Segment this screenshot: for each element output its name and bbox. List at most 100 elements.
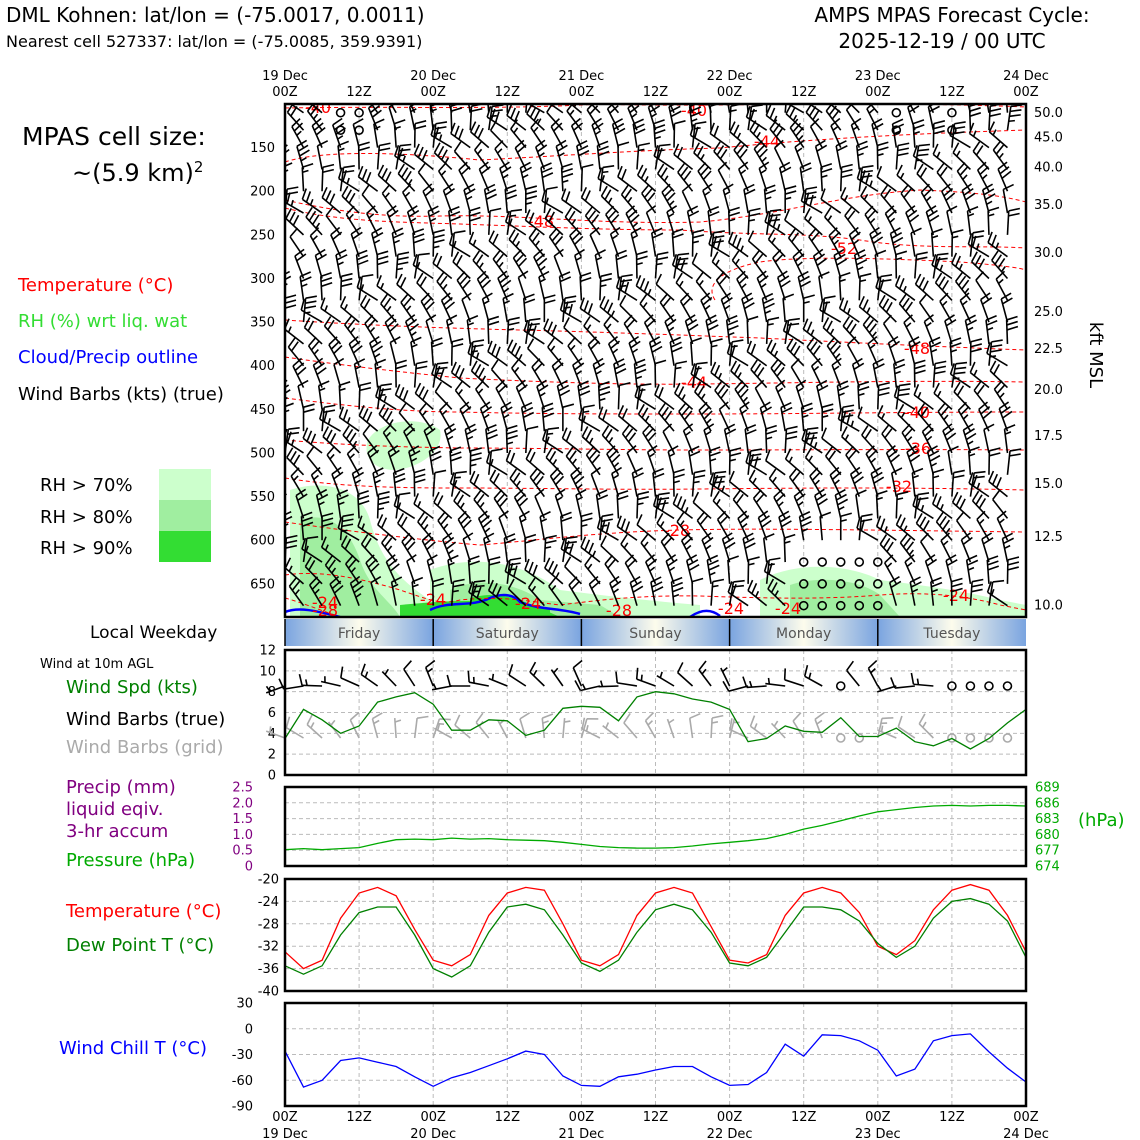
barb-staff [764,221,786,236]
grid-wind-barb [897,715,916,739]
barb-half-flag [601,524,608,528]
barb-half-flag [721,485,726,492]
barb-flag [851,117,862,126]
barb-half-flag [537,118,542,125]
barb-staff [574,255,583,279]
barb-flag [816,379,828,387]
profile-wind-barb [900,184,916,214]
barb-staff [821,298,826,323]
profile-wind-barb [853,249,868,279]
pressure-tick-label: 600 [250,534,275,549]
barb-flag [693,474,706,479]
grid-wind-barb [644,712,657,739]
profile-wind-barb [302,403,315,432]
barb-staff [456,279,471,301]
profile-wind-barb [433,491,453,520]
bottom-hour-label: 12Z [643,1110,669,1125]
barb-staff [316,145,323,170]
barb-flag [677,386,685,398]
barb-flag [352,118,364,126]
barb-flag [370,575,382,584]
rh80-swatch [159,500,211,531]
barb-staff [597,527,619,541]
barb-flag [937,252,949,256]
barb-flag [514,110,520,122]
barb-half-flag [508,568,515,571]
barb-half-flag [594,130,601,136]
barb-flag [354,358,366,365]
barb-half-flag [705,544,712,550]
barb-flag [726,320,739,326]
barb-flag [331,580,342,590]
barb-staff [609,582,620,606]
barb-flag [545,447,553,458]
barb-flag [729,447,742,452]
barb-half-flag [553,667,559,674]
barb-flag [971,583,984,588]
barb-flag [1002,532,1013,540]
profile-wind-barb [376,491,390,519]
barb-flag [716,145,725,156]
barb-flag [330,340,341,350]
barb-flag [379,388,392,392]
barb-flag [494,140,504,150]
barb-staff [611,124,620,148]
profile-wind-barb [697,162,712,192]
barb-staff [592,364,601,388]
profile-wind-barb [641,184,657,214]
barb-flag [727,581,733,593]
barb-flag [750,343,757,355]
barb-flag [468,555,480,561]
barb-flag [420,515,429,527]
barb-staff [874,254,879,279]
barb-staff [556,385,564,410]
barb-staff [765,428,768,454]
barb-flag [452,583,465,588]
profile-wind-barb [563,317,582,345]
barb-flag [523,319,529,332]
profile-wind-barb [527,577,545,607]
profile-wind-barb [826,336,842,367]
barb-half-flag [784,540,791,544]
profile-wind-barb [798,511,812,541]
barb-staff [930,581,935,606]
barb-flag [617,141,630,147]
barb-staff [437,170,453,192]
contour-label: -24 [943,586,969,605]
barb-flag [828,227,838,237]
barb-half-flag [711,721,719,724]
barb-flag [806,431,818,435]
barb-flag [369,449,380,459]
barb-flag [454,125,460,137]
barb-staff [353,363,360,388]
barb-flag [647,558,658,568]
barb-flag [940,406,949,417]
barb-flag [266,559,270,570]
bottom-hour-label: 12Z [939,1110,965,1125]
barb-flag [867,335,878,345]
barb-staff [853,254,861,279]
barb-staff [340,306,360,323]
cloud-outline [689,609,721,617]
barb-flag [605,205,615,216]
barb-staff [758,168,768,192]
barb-flag [758,161,770,170]
profile-wind-barb [915,512,934,541]
barb-half-flag [808,672,812,679]
profile-wind-barb [395,492,411,519]
profile-wind-barb [615,276,638,301]
barb-flag [765,104,772,116]
barb-flag [583,404,595,409]
barb-staff [285,516,286,519]
barb-flag [399,277,407,288]
barb-staff [395,494,400,519]
barb-flag [547,321,554,333]
barb-flag [963,187,974,196]
barb-flag [569,227,579,237]
barb-flag [756,144,766,154]
profile-wind-barb [541,428,564,454]
top-hour-label: 12Z [939,85,965,100]
profile-wind-barb [295,488,308,519]
barb-flag [705,314,717,322]
profile-wind-barb [914,251,928,279]
